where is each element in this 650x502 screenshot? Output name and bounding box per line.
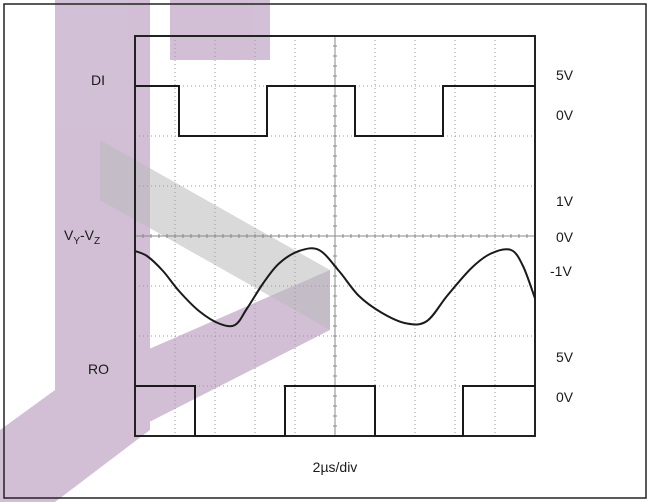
watermark-logo: [0, 0, 330, 502]
di-low-label: 0V: [556, 107, 574, 123]
watermark-bar-top: [170, 0, 270, 60]
v-neg-label: -1V: [550, 263, 572, 279]
di-label: DI: [91, 72, 105, 88]
ro-label: RO: [88, 361, 109, 377]
di-high-label: 5V: [556, 67, 574, 83]
figure-border: [3, 3, 647, 499]
ro-high-label: 5V: [556, 349, 574, 365]
vy-vz-trace: [134, 247, 536, 328]
ro-trace: [135, 385, 535, 437]
ro-low-label: 0V: [556, 389, 574, 405]
x-axis-label: 2µs/div: [313, 459, 358, 475]
v-zero-label: 0V: [556, 229, 574, 245]
watermark-band-lower: [55, 270, 330, 470]
graticule: [134, 35, 536, 437]
vy-vz-label: VY-VZ: [64, 227, 100, 247]
di-trace: [135, 85, 535, 137]
plot-frame: [134, 35, 536, 437]
traces: [134, 85, 536, 437]
v-pos-label: 1V: [556, 193, 574, 209]
watermark-band-upper: [0, 0, 150, 502]
